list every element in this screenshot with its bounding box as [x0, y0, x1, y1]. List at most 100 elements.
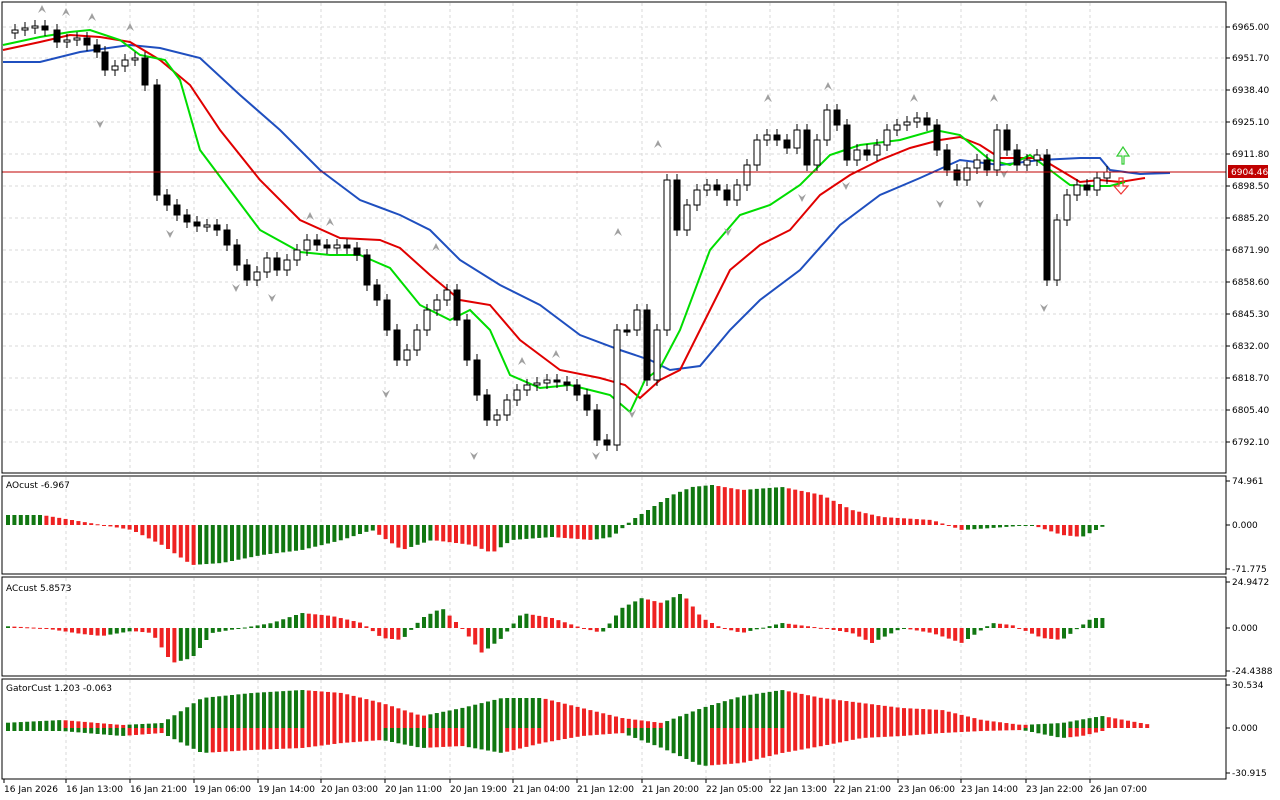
gator-lower-bar — [690, 728, 695, 762]
ac-bar — [1055, 628, 1060, 640]
gator-lower-bar — [857, 728, 862, 739]
gator-lower-bar — [249, 728, 254, 751]
candle-body — [513, 389, 521, 401]
candle-body — [1003, 129, 1011, 151]
gator-upper-bar — [966, 716, 970, 728]
gator-pane[interactable]: GatorCust 1.203 -0.063 30.534 0.000 -30.91… — [1, 678, 1267, 780]
ao-bar — [774, 487, 778, 525]
gator-upper-bar — [242, 693, 247, 728]
gator-lower-bar — [582, 728, 586, 736]
ao-bar — [710, 485, 714, 525]
gator-upper-bar — [658, 722, 663, 728]
candle-body — [533, 382, 541, 386]
ac-bar — [146, 628, 151, 633]
ao-bar — [428, 525, 433, 541]
gator-upper-bar — [978, 719, 983, 728]
gator-upper-bar — [57, 720, 62, 728]
ac-bar — [658, 602, 663, 628]
gator-lower-bar — [537, 728, 542, 744]
gator-upper-bar — [441, 711, 446, 728]
gator-lower-bar — [396, 728, 401, 744]
ao-bar — [991, 525, 996, 528]
alligator-lips-line — [2, 28, 1126, 414]
gator-upper-bar — [492, 699, 497, 728]
gator-upper-bar — [76, 721, 81, 728]
candlesticks — [11, 20, 1111, 451]
gator-lower-bar — [799, 728, 804, 750]
gator-upper-bar — [1081, 719, 1086, 728]
ao-bar — [159, 525, 164, 545]
ao-pane[interactable]: AOcust -6.967 74.961 0.000 -71.775 — [1, 475, 1267, 575]
gator-lower-bar — [300, 728, 305, 748]
gator-lower-bar — [1042, 728, 1047, 735]
ao-bar — [671, 494, 676, 525]
gator-upper-bar — [537, 698, 542, 728]
ao-bar — [626, 522, 631, 525]
ac-bar — [1062, 628, 1066, 639]
ac-bar — [441, 609, 446, 628]
gator-upper-bar — [230, 695, 234, 728]
ac-bar — [518, 615, 522, 628]
ac-bar — [902, 628, 906, 629]
gator-upper-bar — [530, 698, 535, 728]
ac-bar — [498, 628, 503, 639]
main-price-pane[interactable]: 6965.00 6951.70 6938.40 6925.10 6911.80 6898.… — [1, 1, 1269, 474]
gator-lower-bar — [607, 728, 612, 734]
ao-bar — [556, 525, 561, 538]
gator-upper-bar — [326, 691, 330, 728]
ac-bar — [370, 628, 375, 632]
ac-bar — [767, 626, 772, 628]
candle-body — [1073, 184, 1081, 196]
gator-upper-bar — [934, 709, 938, 728]
ao-bar — [396, 525, 401, 548]
ao-bar — [838, 504, 842, 525]
ao-bar — [620, 525, 625, 529]
ac-bar — [748, 628, 753, 631]
candle-body — [203, 224, 211, 228]
gator-upper-bar — [306, 690, 311, 728]
ao-bar — [223, 525, 228, 563]
ao-bar — [262, 525, 266, 555]
ac-bar — [806, 626, 810, 628]
ao-bar — [89, 523, 94, 525]
candle-body — [783, 139, 791, 149]
gator-upper-bar — [639, 720, 644, 728]
ao-bar — [18, 515, 23, 525]
gator-upper-bar — [185, 707, 190, 728]
ac-bar — [959, 628, 964, 643]
gator-lower-bar — [940, 728, 945, 733]
gator-lower-bar — [511, 728, 516, 751]
gator-indicator-label: GatorCust 1.203 -0.063 — [6, 684, 112, 694]
gator-upper-bar — [377, 702, 382, 728]
ac-bar — [639, 598, 644, 628]
ao-bar — [652, 506, 657, 525]
ac-bar — [524, 613, 529, 628]
time-axis: 16 Jan 2026 16 Jan 13:00 16 Jan 21:00 19 Ja… — [3, 779, 1147, 795]
gator-upper-bar — [582, 708, 586, 728]
ao-bar — [415, 525, 420, 545]
ac-bar — [550, 618, 554, 628]
ao-bar — [1094, 525, 1098, 530]
time-tick-label: 16 Jan 21:00 — [130, 785, 187, 795]
gator-lower-bar — [601, 728, 606, 735]
ao-bar — [735, 489, 740, 525]
ac-bar — [6, 626, 10, 628]
candle-body — [583, 394, 591, 411]
gator-upper-bar — [985, 720, 990, 728]
gator-lower-bar — [806, 728, 810, 749]
ac-bar — [76, 628, 81, 634]
gator-upper-bar — [223, 695, 228, 728]
candle-body — [683, 204, 691, 231]
ac-pane[interactable]: ACcust 5.8573 24.9472 0.000 -24.4388 — [1, 576, 1273, 677]
candle-body — [633, 309, 641, 331]
ao-bar — [287, 525, 292, 552]
ac-bar — [710, 623, 714, 628]
gator-upper-bar — [1023, 724, 1028, 728]
gator-upper-bar — [1036, 724, 1041, 728]
gator-upper-bar — [575, 706, 580, 728]
price-tick-label: 6818.70 — [1232, 374, 1269, 384]
candle-body — [121, 59, 129, 67]
ao-bar — [722, 487, 727, 525]
time-tick-label: 26 Jan 07:00 — [1090, 785, 1147, 795]
